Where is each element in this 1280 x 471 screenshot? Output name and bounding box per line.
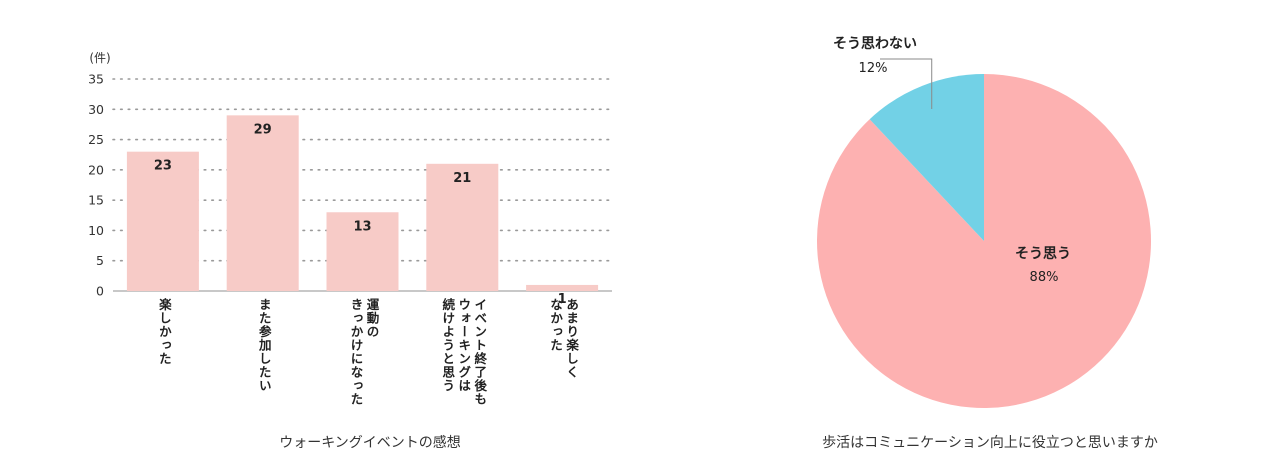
y-tick-label: 0 (96, 284, 104, 299)
x-category-label: また参加したい (256, 298, 272, 393)
bar-value-label: 23 (154, 159, 172, 174)
bar (526, 284, 599, 291)
y-tick-label: 10 (88, 223, 104, 238)
pie-chart-title: 歩活はコミュニケーション向上に役立つと思いますか (822, 435, 1158, 451)
y-tick-label: 35 (88, 72, 104, 87)
bar (226, 115, 299, 291)
x-category-label: あまり楽しく なかった (548, 298, 580, 379)
x-category-label: 楽しかった (156, 298, 172, 366)
y-tick-label: 30 (88, 102, 104, 117)
bar (326, 212, 399, 291)
y-tick-label: 5 (96, 253, 104, 268)
y-tick-label: 15 (88, 193, 104, 208)
bar-value-label: 29 (254, 122, 272, 137)
pie-slice (869, 74, 984, 241)
x-category-label: 運動の きっかけになった (348, 298, 380, 406)
pie-slice-label: そう思う (1015, 246, 1071, 262)
bar (126, 151, 199, 291)
bar-chart-title: ウォーキングイベントの感想 (279, 435, 461, 451)
bar-value-label: 1 (558, 292, 567, 307)
bar (426, 163, 499, 291)
y-tick-label: 20 (88, 162, 104, 177)
y-axis-unit: (件) (89, 51, 110, 65)
bar-value-label: 21 (453, 171, 471, 186)
pie-slice-value: 12% (859, 61, 888, 76)
x-category-label: イベント終了後も ウォーキングは 続けようと思う (440, 298, 488, 406)
bar-value-label: 13 (353, 219, 371, 234)
pie-slice-label: そう思わない (833, 36, 917, 52)
pie-leader-line (880, 58, 933, 109)
pie-slice-value: 88% (1030, 270, 1059, 285)
y-tick-label: 25 (88, 132, 104, 147)
